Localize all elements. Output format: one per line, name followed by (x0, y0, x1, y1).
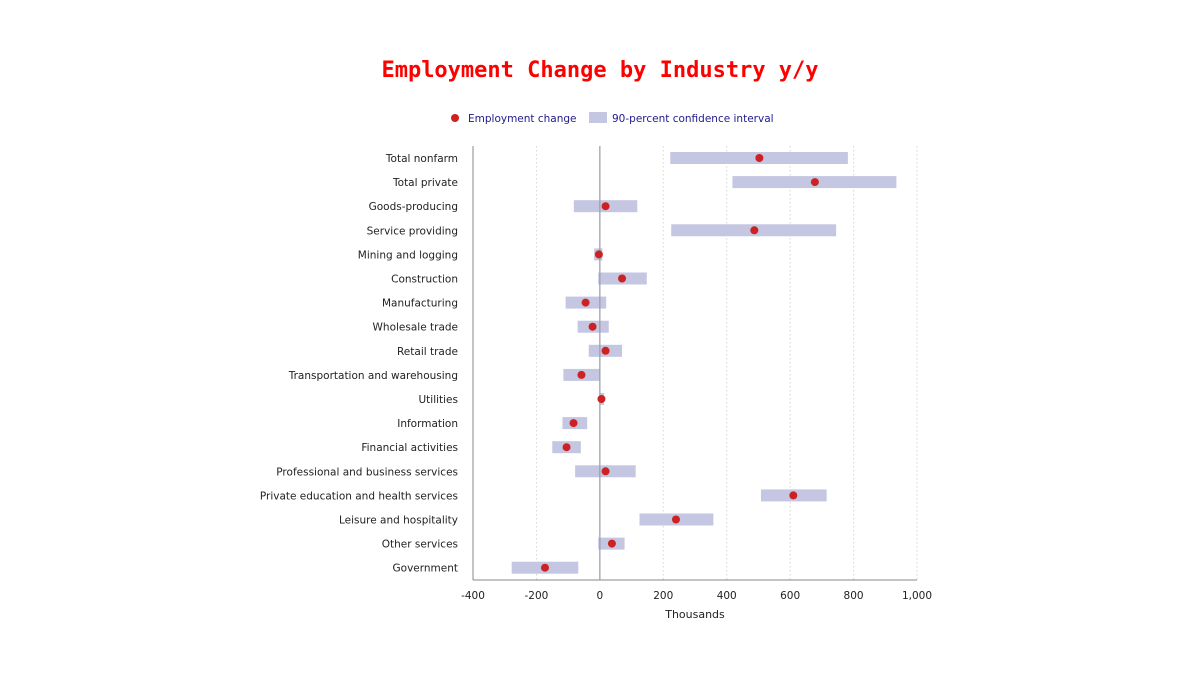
confidence-intervals (511, 152, 897, 574)
employment-change-point (577, 370, 586, 379)
employment-change-point (810, 178, 819, 187)
category-label: Service providing (367, 225, 458, 237)
employment-change-point (750, 226, 759, 235)
axes (472, 146, 917, 581)
employment-change-point (588, 322, 597, 331)
category-label: Construction (391, 274, 458, 286)
category-label: Retail trade (397, 346, 458, 358)
x-axis-title: Thousands (664, 608, 725, 621)
employment-change-point (601, 346, 610, 355)
employment-change-point (607, 539, 616, 548)
employment-change-point (581, 298, 590, 307)
category-label: Total nonfarm (385, 153, 458, 165)
x-tick-label: 0 (597, 590, 604, 602)
x-tick-label: 800 (844, 590, 864, 602)
x-tick-label: 400 (717, 590, 737, 602)
x-tick-label: -400 (461, 590, 485, 602)
x-tick-labels: -400 -200 0 200 400 600 800 1,000 (461, 590, 932, 602)
legend-interval-swatch (589, 112, 607, 123)
category-label: Utilities (418, 394, 458, 406)
grid-lines (535, 146, 918, 580)
category-label: Wholesale trade (373, 322, 458, 334)
category-label: Professional and business services (276, 466, 458, 478)
category-label: Information (397, 418, 458, 430)
category-label: Government (393, 563, 458, 575)
employment-change-point (594, 250, 603, 259)
category-label: Private education and health services (260, 490, 458, 502)
category-label: Goods-producing (369, 201, 458, 213)
category-label: Other services (382, 539, 458, 551)
employment-change-point (562, 443, 571, 452)
employment-change-point (601, 467, 610, 476)
employment-change-point (597, 395, 606, 403)
category-labels: Total nonfarm Total private Goods-producin… (260, 153, 458, 575)
chart-title: Employment Change by Industry y/y (381, 58, 819, 83)
legend: Employment change 90-percent confidence … (451, 112, 774, 125)
category-label: Financial activities (361, 442, 458, 454)
employment-change-point (618, 274, 627, 283)
x-tick-label: 600 (780, 590, 800, 602)
employment-change-point (789, 491, 798, 500)
employment-change-point (569, 419, 578, 428)
legend-point-marker (451, 114, 459, 122)
category-label: Mining and logging (358, 249, 458, 261)
employment-change-point (601, 202, 610, 211)
employment-change-point (671, 515, 680, 524)
employment-points (540, 154, 819, 572)
category-label: Leisure and hospitality (339, 515, 458, 527)
x-tick-label: 200 (653, 590, 673, 602)
employment-change-point (540, 563, 549, 572)
category-label: Total private (392, 177, 458, 189)
category-label: Manufacturing (382, 298, 458, 310)
category-label: Transportation and warehousing (288, 370, 458, 382)
x-tick-label: -200 (525, 590, 549, 602)
employment-change-point (755, 154, 764, 162)
legend-point-label: Employment change (468, 113, 577, 125)
legend-interval-label: 90-percent confidence interval (612, 113, 774, 125)
x-tick-label: 1,000 (902, 590, 932, 602)
